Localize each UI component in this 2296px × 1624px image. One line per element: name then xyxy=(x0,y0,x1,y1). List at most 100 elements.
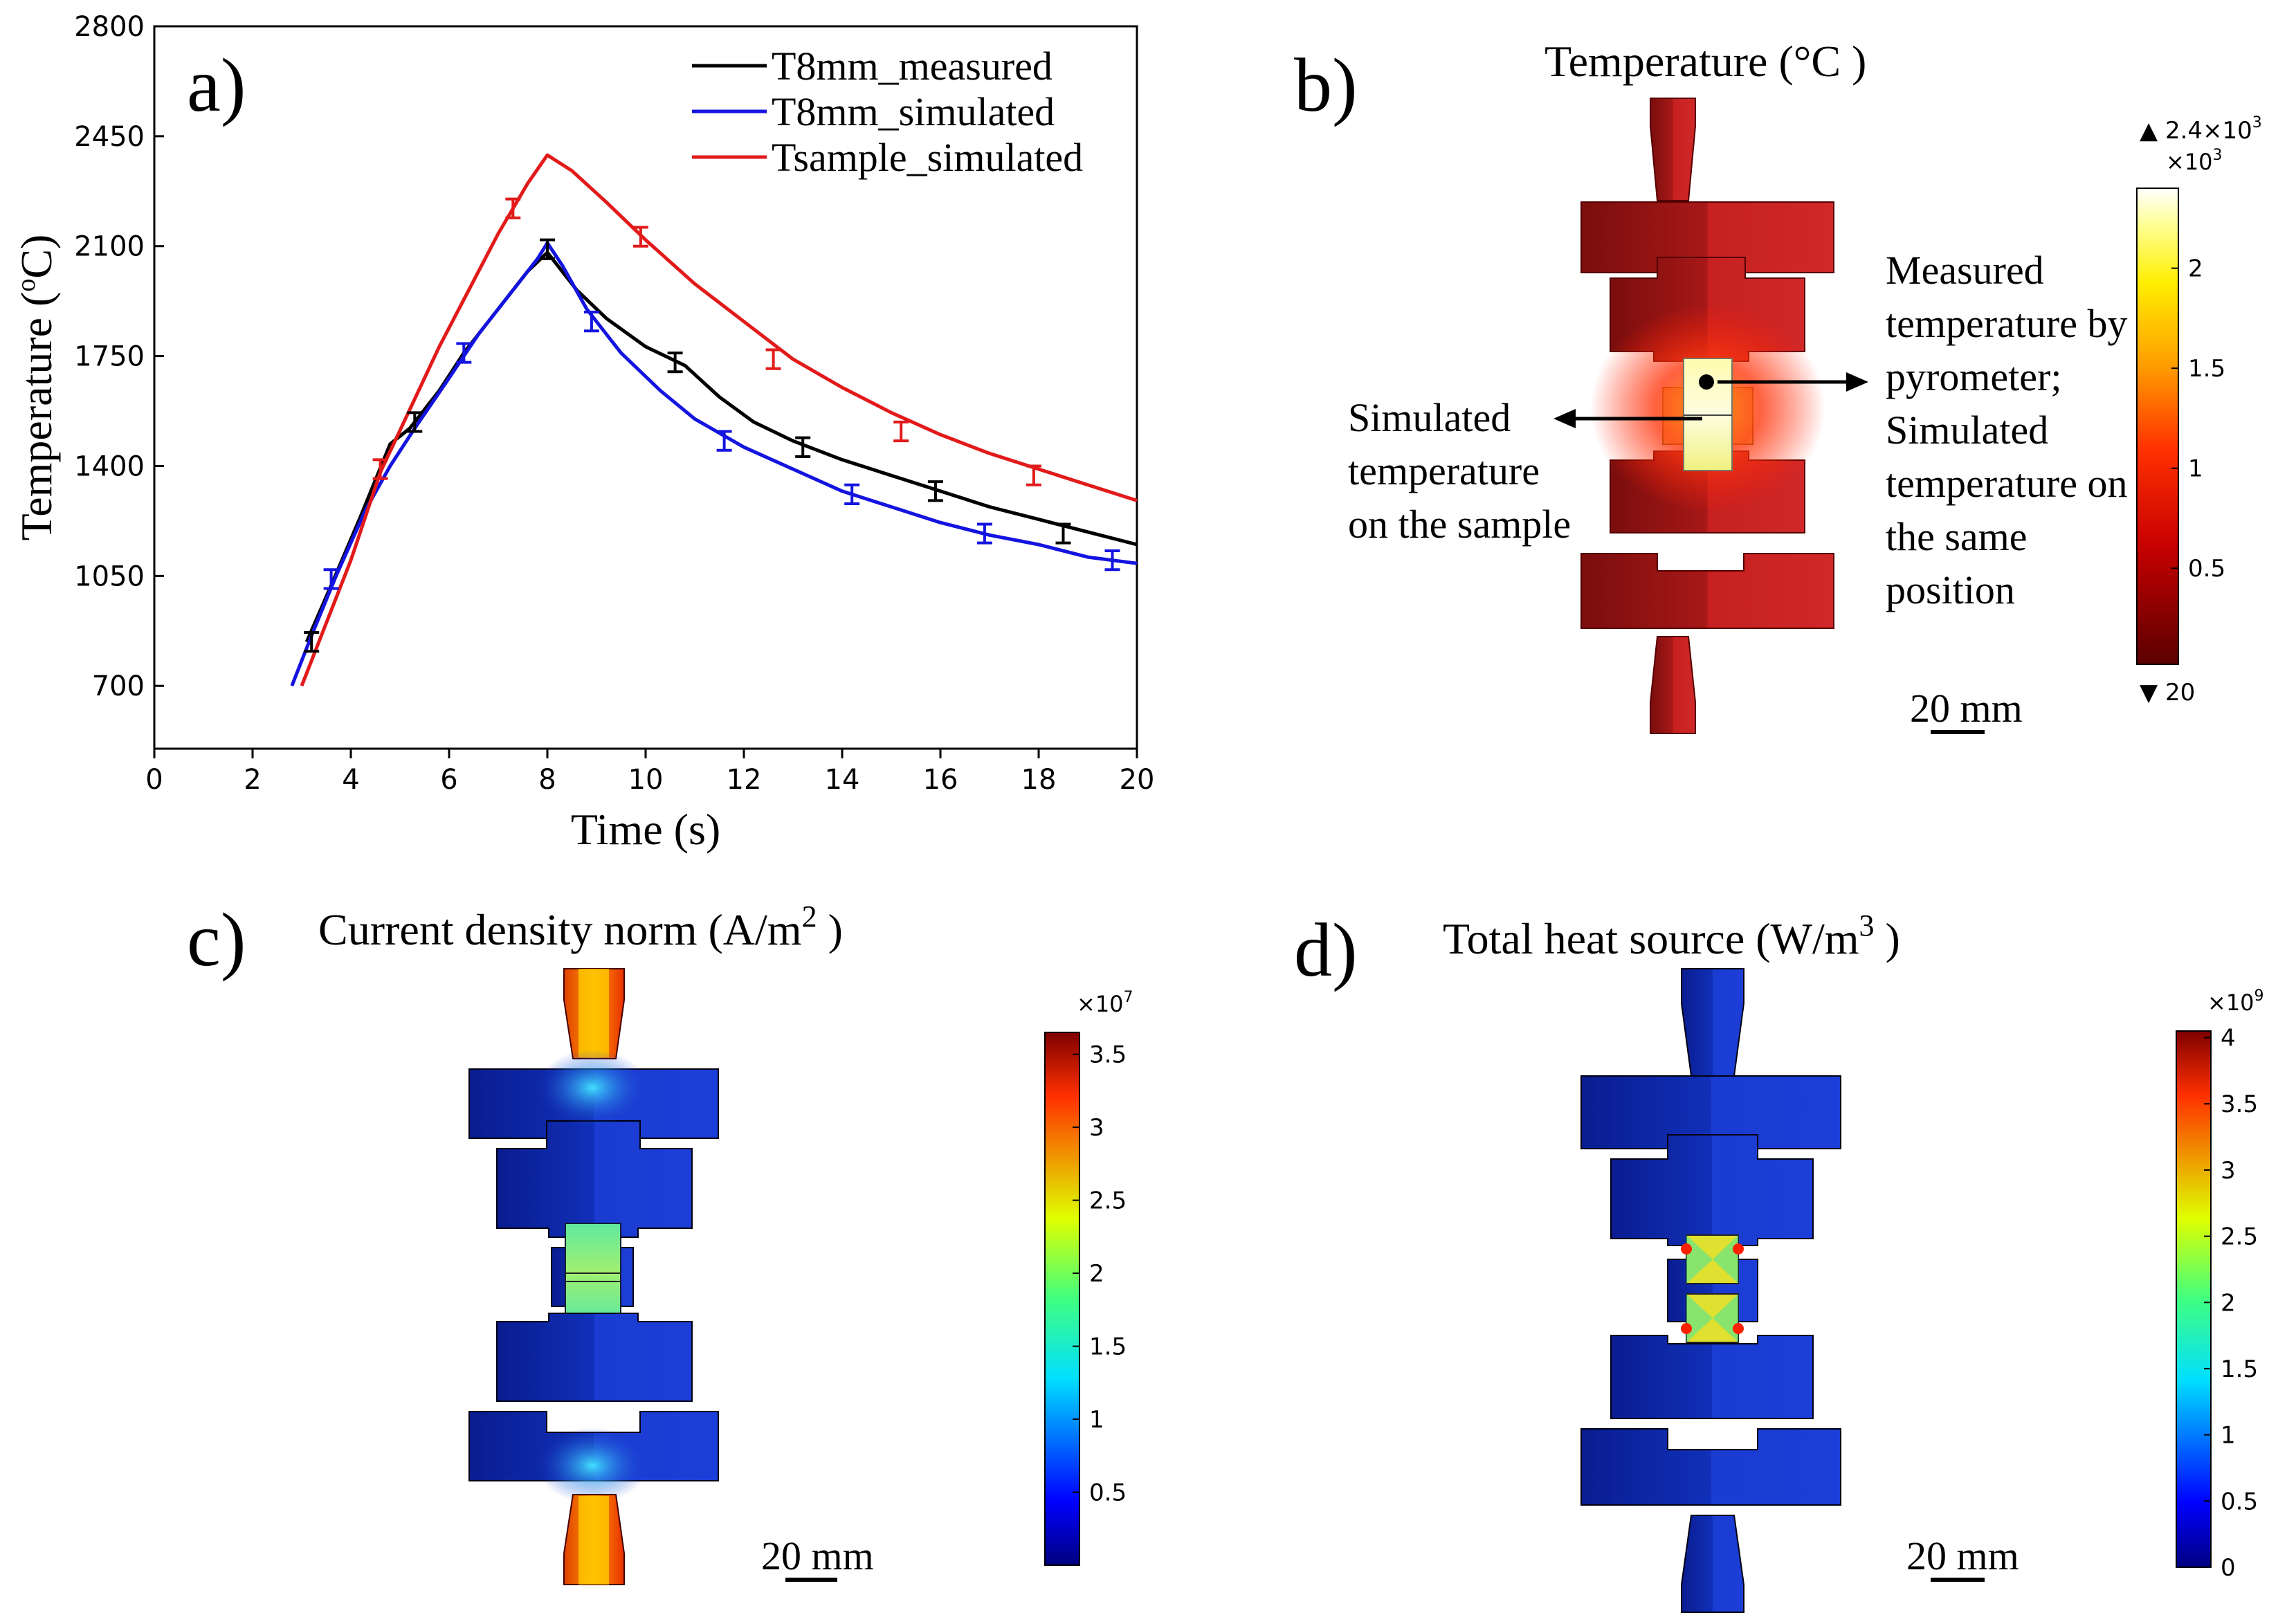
x-tick-label: 0 xyxy=(145,764,163,796)
colorbar-tick-label: 4 xyxy=(2221,1025,2236,1052)
colorbar-exponent: ×103 xyxy=(2166,147,2223,175)
panel-c-title: Current density norm (A/m2 ) xyxy=(318,900,843,954)
upper-punch xyxy=(1610,1134,1814,1246)
y-tick-label: 2100 xyxy=(74,231,145,263)
error-bar-T8mm_simulated xyxy=(456,342,472,364)
scale-bar-label: 20 mm xyxy=(1906,1533,2019,1578)
lower-punch xyxy=(496,1313,693,1402)
error-bar-T8mm_simulated xyxy=(323,568,339,590)
colorbar-tick-label: 3.5 xyxy=(2221,1091,2258,1118)
colorbar-tick-label: 0.5 xyxy=(2188,555,2225,583)
panel-d-heat-source-map: d) Total heat source (W/m3 ) 4 3.5 3 2.5 2 1.… xyxy=(1294,908,2264,1613)
error-bars xyxy=(304,197,1120,653)
top-electrode xyxy=(1650,98,1696,201)
scale-bar-label: 20 mm xyxy=(1910,686,2023,731)
colorbar-max-label: ▲ 2.4×103 xyxy=(2140,114,2262,145)
annotation-right-line: pyrometer; xyxy=(1886,354,2061,399)
y-tick-label: 1400 xyxy=(74,450,145,482)
annotation-simulated-sample: Simulated temperature on the sample xyxy=(1348,395,1571,547)
colorbar-tick-label: 1.5 xyxy=(2188,355,2225,383)
colorbar-thermal xyxy=(2136,188,2179,665)
colorbar-tick-label: 1.5 xyxy=(2221,1356,2258,1383)
annotation-right-line: the same xyxy=(1886,514,2028,559)
colorbar-tick-label: 1 xyxy=(2221,1422,2236,1450)
panel-a-line-chart: 700 1050 1400 1750 2100 2450 2800 0 2 4 6 8 10 12 14 1… xyxy=(12,11,1154,854)
error-bar-T8mm_measured xyxy=(795,436,811,458)
annotation-right-line: Measured xyxy=(1886,248,2044,293)
specimen-assembly-heat xyxy=(1580,968,1841,1613)
annotation-left-line: Simulated xyxy=(1348,395,1511,440)
colorbar-tick-label: 1 xyxy=(1089,1406,1104,1434)
specimen-assembly-thermal xyxy=(1580,98,1834,734)
legend-label-T8mm_measured: T8mm_measured xyxy=(772,44,1053,89)
upper-punch xyxy=(496,1120,693,1238)
y-axis-label-base: Temperature ( xyxy=(12,292,61,541)
series-lines xyxy=(290,153,1138,687)
y-tick-label: 2800 xyxy=(74,11,145,43)
error-bar-Tsample_simulated xyxy=(632,226,648,248)
y-axis-label-sup: o xyxy=(12,279,41,292)
error-bar-T8mm_measured xyxy=(540,238,555,260)
top-electrode-slot xyxy=(578,969,609,1057)
error-bar-T8mm_simulated xyxy=(976,522,992,545)
series-line-T8mm_measured xyxy=(304,250,1138,643)
x-tick-label: 6 xyxy=(440,764,457,796)
x-tick-label: 14 xyxy=(825,764,860,796)
x-tick-label: 8 xyxy=(538,764,556,796)
x-tick-label: 12 xyxy=(727,764,762,796)
error-bar-T8mm_simulated xyxy=(1104,549,1120,572)
y-tick-label: 2450 xyxy=(74,121,145,153)
x-tick-label: 20 xyxy=(1120,764,1155,796)
panel-c-current-density-map: c) Current density norm (A/m2 ) 3.5 3 2.5 2… xyxy=(187,897,1133,1585)
colorbar-ticks: 3.5 3 2.5 2 1.5 1 0.5 xyxy=(1073,1041,1127,1507)
y-tick-label: 1750 xyxy=(74,341,145,373)
colorbar-min-label: ▼ 20 xyxy=(2140,679,2195,706)
current-glow-top xyxy=(537,1050,648,1126)
error-bar-T8mm_measured xyxy=(407,411,423,433)
annotation-right-line: Simulated xyxy=(1886,408,2048,453)
colorbar-tick-label: 3.5 xyxy=(1089,1041,1127,1069)
colorbar-tick-label: 3 xyxy=(2221,1157,2236,1185)
annotation-right-line: temperature on xyxy=(1886,461,2127,506)
annotation-measured-pyrometer: Measured temperature by pyrometer; Simulate… xyxy=(1886,248,2127,612)
colorbar-ticks: 4 3.5 3 2.5 2 1.5 1 0.5 0 xyxy=(2204,1025,2258,1582)
panel-b-title: Temperature (°C ) xyxy=(1545,37,1866,86)
specimen-assembly-current xyxy=(468,968,719,1585)
bottom-electrode xyxy=(1650,636,1696,734)
colorbar-tick-label: 0.5 xyxy=(1089,1479,1127,1507)
sample-center xyxy=(565,1223,621,1321)
heat-hotspot-upper xyxy=(1686,1235,1738,1284)
bottom-electrode-slot xyxy=(578,1496,609,1585)
series-line-T8mm_simulated xyxy=(290,241,1138,687)
x-tick-label: 10 xyxy=(628,764,664,796)
annotation-left-line: on the sample xyxy=(1348,502,1571,547)
error-bar-Tsample_simulated xyxy=(1026,464,1041,486)
panel-label-d: d) xyxy=(1294,908,1358,992)
lower-plate xyxy=(1580,553,1834,629)
x-axis-ticks: 0 2 4 6 8 10 12 14 16 18 20 xyxy=(145,749,1154,796)
bottom-electrode xyxy=(1681,1515,1744,1613)
error-bar-T8mm_simulated xyxy=(583,311,599,333)
panel-label-c: c) xyxy=(187,897,246,982)
y-axis-label-unit: C) xyxy=(12,235,61,279)
hotspot-red-2 xyxy=(1733,1243,1744,1255)
colorbar-tick-label: 2 xyxy=(1089,1260,1104,1288)
series-line-Tsample_simulated xyxy=(300,153,1138,687)
panel-d-title: Total heat source (W/m3 ) xyxy=(1443,909,1900,963)
current-glow-bottom xyxy=(537,1427,648,1504)
x-axis-label: Time (s) xyxy=(571,805,720,854)
error-bar-T8mm_simulated xyxy=(844,483,860,505)
error-bar-Tsample_simulated xyxy=(893,420,909,443)
x-tick-label: 16 xyxy=(923,764,958,796)
y-axis-label: Temperature (oC) xyxy=(12,235,61,541)
arrow-right-head xyxy=(1846,372,1868,392)
colorbar-rainbow xyxy=(2176,1030,2212,1568)
scale-bar-label: 20 mm xyxy=(761,1533,874,1578)
arrow-left-head xyxy=(1554,409,1576,428)
lower-punch xyxy=(1610,1335,1814,1419)
y-tick-label: 1050 xyxy=(74,560,145,592)
colorbar-tick-label: 0 xyxy=(2221,1554,2236,1582)
annotation-right-line: position xyxy=(1886,567,2015,612)
y-tick-label: 700 xyxy=(92,670,145,702)
